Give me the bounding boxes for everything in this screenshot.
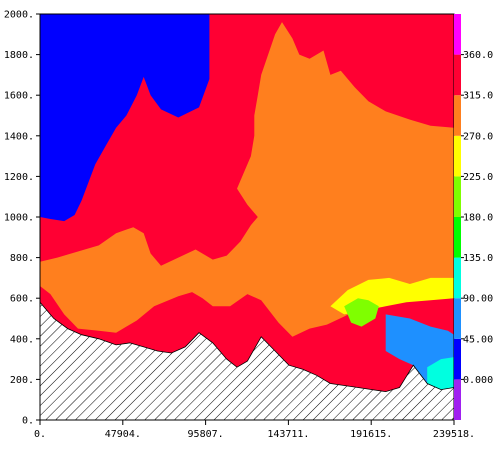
x-tick-label: 47904.: [105, 429, 141, 440]
y-tick-label: 0.: [22, 416, 34, 427]
contour-region-upper-left: [40, 14, 210, 222]
y-tick-label: 800.: [10, 253, 34, 264]
y-tick-label: 200.: [10, 375, 34, 386]
colorbar: 0.000 45.00 90.00 135.0 180.0 225.0 270.0 315.0…: [454, 14, 493, 420]
colorbar-swatch: [454, 135, 461, 177]
colorbar-tick-label: 135.0: [463, 253, 493, 264]
x-tick-label: 95807.: [188, 429, 224, 440]
contour-region-orange-mass: [40, 22, 454, 337]
colorbar-tick-label: 90.00: [463, 294, 493, 305]
colorbar-swatch: [454, 257, 461, 299]
colorbar-swatch: [454, 95, 461, 136]
contour-region-green-patch: [344, 298, 379, 327]
colorbar-swatch: [454, 54, 461, 96]
x-tick-label: 239518.: [433, 429, 475, 440]
x-tick-label: 143711.: [267, 429, 309, 440]
y-tick-label: 2000.: [4, 10, 34, 21]
colorbar-tick-label: 225.0: [463, 172, 493, 183]
colorbar-swatch: [454, 379, 461, 420]
contour-regions: [40, 14, 454, 420]
colorbar-tick-label: 360.0: [463, 50, 493, 61]
y-tick-label: 1800.: [4, 50, 34, 61]
colorbar-swatch: [454, 338, 461, 380]
colorbar-swatch: [454, 14, 461, 55]
contour-region-teal-fringe: [427, 357, 454, 390]
x-axis: 0. 47904. 95807. 143711. 191615. 239518.: [34, 420, 475, 440]
y-tick-label: 400.: [10, 334, 34, 345]
terrain-hatched-area: [40, 301, 454, 420]
colorbar-tick-label: 0.000: [463, 375, 493, 386]
y-tick-label: 1000.: [4, 213, 34, 224]
colorbar-swatch: [454, 217, 461, 258]
colorbar-tick-label: 315.0: [463, 91, 493, 102]
colorbar-swatch: [454, 176, 461, 217]
x-tick-label: 191615.: [350, 429, 392, 440]
y-axis: 0. 200. 400. 600. 800. 1000. 1200. 1400. 1600. 18…: [4, 10, 40, 427]
y-tick-label: 1200.: [4, 172, 34, 183]
y-tick-label: 1400.: [4, 131, 34, 142]
x-tick-label: 0.: [34, 429, 46, 440]
y-tick-label: 600.: [10, 294, 34, 305]
colorbar-swatch: [454, 298, 461, 339]
y-tick-label: 1600.: [4, 91, 34, 102]
colorbar-tick-label: 45.00: [463, 334, 493, 345]
colorbar-tick-label: 180.0: [463, 213, 493, 224]
colorbar-tick-label: 270.0: [463, 131, 493, 142]
terrain-mask: [40, 301, 454, 420]
